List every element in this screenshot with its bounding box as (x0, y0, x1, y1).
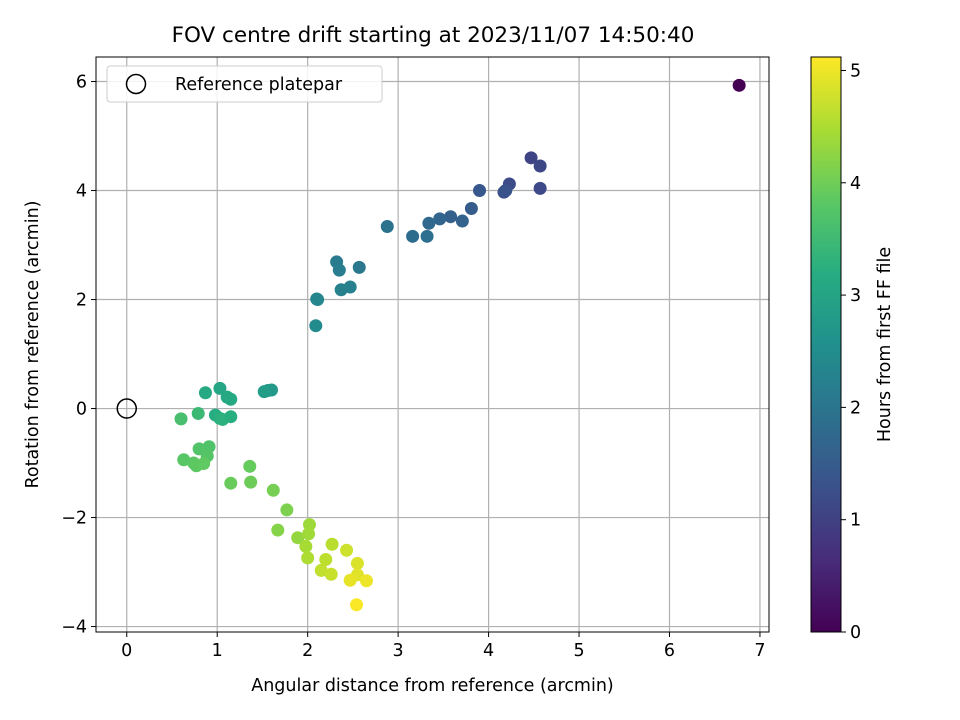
data-point (198, 386, 212, 400)
x-axis-label: Angular distance from reference (arcmin) (251, 676, 614, 696)
data-point (533, 181, 547, 195)
data-point (291, 531, 305, 545)
colorbar-tick-label: 3 (850, 286, 861, 306)
data-point (213, 381, 227, 395)
x-tick-label: 3 (393, 641, 404, 661)
y-tick-label: 2 (76, 291, 87, 311)
data-point (444, 210, 458, 224)
y-tick-label: 0 (76, 400, 87, 420)
data-point (280, 503, 294, 517)
data-point (499, 184, 513, 198)
x-tick-label: 0 (121, 641, 132, 661)
data-point (325, 537, 339, 551)
data-point (177, 453, 191, 467)
data-point (301, 551, 315, 565)
data-point (473, 184, 487, 198)
colorbar-ticks: 0 1 2 3 4 5 (841, 61, 861, 643)
chart-title: FOV centre drift starting at 2023/11/07 … (172, 23, 695, 48)
data-point (406, 229, 420, 243)
data-point (533, 159, 547, 173)
data-point (266, 483, 280, 497)
colorbar-tick-label: 5 (850, 61, 861, 81)
x-tick-label: 4 (483, 641, 494, 661)
legend: Reference platepar (106, 65, 383, 103)
reference-point (116, 398, 138, 419)
data-point (380, 220, 394, 234)
data-point (350, 556, 364, 570)
data-point (271, 523, 285, 537)
data-point (732, 78, 746, 92)
data-point (343, 573, 357, 587)
grid-lines (96, 57, 769, 632)
y-tick-label: −2 (61, 509, 87, 529)
data-point (524, 151, 538, 165)
data-point (334, 283, 348, 297)
y-axis-label: Rotation from reference (arcmin) (23, 201, 43, 489)
data-point (302, 527, 316, 541)
data-point (352, 260, 366, 274)
y-axis-ticks: −4 −2 0 2 4 6 (61, 73, 96, 638)
colorbar-tick-label: 0 (850, 623, 861, 643)
y-tick-label: −4 (61, 618, 87, 638)
y-tick-label: 6 (76, 73, 87, 93)
data-point (197, 457, 211, 471)
data-point (244, 475, 258, 489)
data-point (309, 319, 323, 333)
data-point (359, 574, 373, 588)
data-point (433, 212, 447, 226)
legend-entry-reference-platepar: Reference platepar (175, 75, 343, 95)
data-point (224, 392, 238, 406)
y-tick-label: 4 (76, 182, 87, 202)
colorbar-tick-label: 1 (850, 511, 861, 531)
data-point (420, 229, 434, 243)
x-tick-label: 7 (754, 641, 765, 661)
x-axis-ticks: 0 1 2 3 4 5 6 7 (121, 632, 766, 661)
data-point (299, 539, 313, 553)
x-tick-label: 2 (302, 641, 313, 661)
x-tick-label: 5 (573, 641, 584, 661)
data-point (324, 567, 338, 581)
legend-box (106, 65, 383, 103)
colorbar-tick-label: 4 (850, 174, 861, 194)
data-point (224, 476, 238, 490)
scatter-points (174, 78, 746, 612)
data-point (319, 553, 333, 567)
x-tick-label: 6 (664, 641, 675, 661)
legend-marker-open-circle (125, 73, 147, 95)
data-point (455, 214, 469, 228)
plot-frame (95, 56, 770, 633)
data-point (340, 543, 354, 557)
x-tick-label: 1 (212, 641, 223, 661)
colorbar (810, 56, 842, 633)
colorbar-tick-label: 2 (850, 398, 861, 418)
data-point (422, 216, 436, 230)
data-point (350, 598, 364, 612)
data-point (191, 406, 205, 420)
data-point (224, 410, 238, 424)
reference-marker (116, 398, 138, 419)
data-point (311, 293, 325, 307)
data-point (464, 202, 478, 216)
data-point (314, 563, 328, 577)
data-point (332, 263, 346, 277)
data-point (243, 459, 257, 473)
data-point (174, 412, 188, 426)
colorbar-label: Hours from first FF file (875, 247, 895, 442)
data-point (257, 385, 271, 399)
